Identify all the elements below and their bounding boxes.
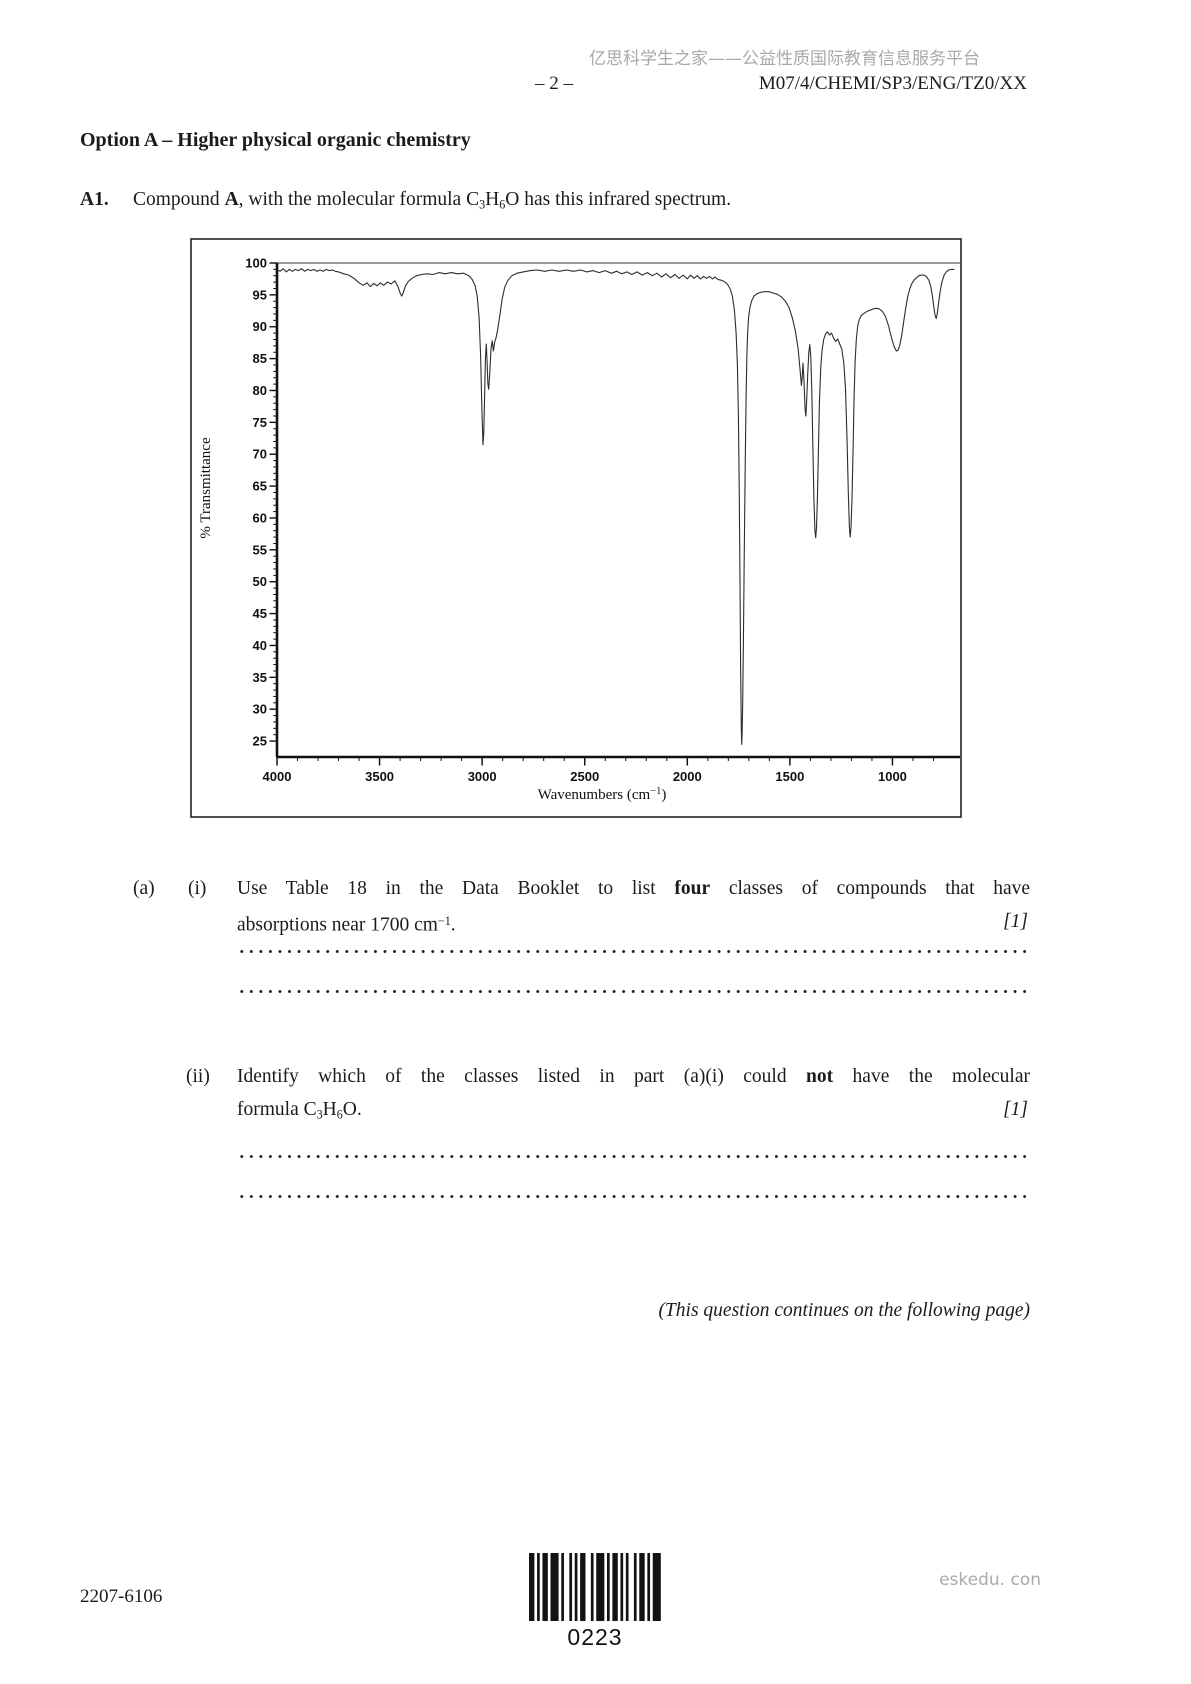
- barcode-text: 0223: [567, 1624, 623, 1650]
- y-tick-label: 30: [253, 702, 267, 717]
- barcode-bar: [625, 1553, 629, 1621]
- figure-frame: [190, 238, 962, 818]
- text-segment: O.: [342, 1099, 362, 1120]
- barcode-bar: [620, 1553, 624, 1621]
- text-segment: 3: [479, 197, 486, 212]
- part-a-i-text: Use Table 18 in the Data Booklet to list…: [237, 872, 1030, 941]
- text-segment: H: [322, 1099, 337, 1120]
- text-segment: −1: [437, 914, 451, 928]
- text-segment: classes of compounds that have: [710, 878, 1031, 899]
- y-tick-label: 40: [253, 638, 267, 653]
- barcode-bar: [612, 1553, 618, 1621]
- text-segment: Compound: [133, 189, 225, 210]
- text-segment: H: [485, 189, 500, 210]
- part-a-ii-label: (ii): [186, 1066, 210, 1087]
- header-watermark-cn: 亿思科学生之家——公益性质国际教育信息服务平台: [589, 49, 980, 69]
- barcode: [529, 1553, 661, 1621]
- x-axis-title: Wavenumbers (cm−1): [538, 786, 667, 803]
- text-segment: 6: [336, 1107, 343, 1122]
- answer-line[interactable]: [237, 1153, 1030, 1160]
- text-segment: Identify which of the classes listed in …: [237, 1066, 807, 1087]
- text-segment: 6: [499, 197, 506, 212]
- continuation-note: (This question continues on the followin…: [658, 1300, 1030, 1321]
- text-segment: have the molecular: [833, 1066, 1030, 1087]
- barcode-bar: [647, 1553, 651, 1621]
- footer-doc-code: 2207-6106: [80, 1586, 163, 1607]
- text-segment: , with the molecular formula C: [238, 189, 480, 210]
- y-tick-label: 90: [253, 319, 267, 334]
- part-a-i-label: (i): [188, 878, 207, 899]
- barcode-bar: [529, 1553, 535, 1621]
- answer-line[interactable]: [237, 948, 1030, 955]
- barcode-bar: [590, 1553, 594, 1621]
- part-a-ii-line1: Identify which of the classes listed in …: [237, 1060, 1030, 1093]
- barcode-bar: [639, 1553, 645, 1621]
- y-tick-label: 50: [253, 574, 267, 589]
- text-segment: formula C: [237, 1099, 317, 1120]
- ir-spectrum-figure: 100 95 90 85 80 75 70 65 60 55 50 45 40 35 30 25 4000 350…: [190, 238, 962, 818]
- barcode-bar: [596, 1553, 605, 1621]
- footer-watermark-site: eskedu. con: [939, 1570, 1041, 1590]
- text-segment: four: [674, 878, 711, 899]
- y-tick-label: 85: [253, 351, 267, 366]
- answer-line[interactable]: [237, 1193, 1030, 1200]
- part-a-i-marks: [1]: [1003, 911, 1028, 932]
- x-tick-label: 3000: [468, 769, 497, 784]
- part-a-ii-line2: formula C3H6O.: [237, 1093, 1030, 1131]
- barcode-bar: [574, 1553, 578, 1621]
- barcode-bar: [652, 1553, 661, 1621]
- y-axis-title: % Transmittance: [198, 437, 214, 539]
- y-tick-label: 100: [245, 256, 267, 271]
- x-tick-label: 1500: [775, 769, 804, 784]
- y-tick-label: 35: [253, 670, 267, 685]
- barcode-bar: [633, 1553, 637, 1621]
- text-segment: Use Table 18 in the Data Booklet to list: [237, 878, 675, 899]
- barcode-bar: [561, 1553, 564, 1621]
- y-tick-label: 25: [253, 734, 267, 749]
- y-tick-label: 65: [253, 479, 267, 494]
- text-segment: not: [806, 1066, 834, 1087]
- barcode-bar: [607, 1553, 610, 1621]
- y-tick-label: 80: [253, 383, 267, 398]
- text-segment: 3: [316, 1107, 323, 1122]
- y-tick-label: 95: [253, 287, 267, 302]
- question-intro: Compound A, with the molecular formula C…: [133, 183, 731, 221]
- part-a-label: (a): [133, 878, 155, 899]
- text-segment: A: [224, 189, 239, 210]
- x-tick-label: 2500: [570, 769, 599, 784]
- barcode-bar: [569, 1553, 573, 1621]
- y-tick-label: 55: [253, 542, 267, 557]
- part-a-ii-marks: [1]: [1003, 1099, 1028, 1120]
- x-tick-label: 1000: [878, 769, 907, 784]
- y-tick-label: 75: [253, 415, 267, 430]
- x-tick-label: 4000: [263, 769, 292, 784]
- text-segment: O has this infrared spectrum.: [505, 189, 732, 210]
- part-a-ii-text: Identify which of the classes listed in …: [237, 1060, 1030, 1131]
- text-segment: .: [450, 914, 456, 936]
- y-tick-label: 70: [253, 447, 267, 462]
- y-tick-label: 45: [253, 606, 267, 621]
- exam-code: M07/4/CHEMI/SP3/ENG/TZ0/XX: [758, 73, 1027, 94]
- answer-line[interactable]: [237, 988, 1030, 995]
- x-tick-label: 2000: [673, 769, 702, 784]
- part-a-i-line2: absorptions near 1700 cm−1.: [237, 905, 1030, 941]
- barcode-bar: [550, 1553, 559, 1621]
- page-number: – 2 –: [535, 73, 573, 94]
- barcode-bar: [542, 1553, 548, 1621]
- x-tick-label: 3500: [365, 769, 394, 784]
- barcode-bar: [537, 1553, 540, 1621]
- y-tick-label: 60: [253, 510, 267, 525]
- question-number: A1.: [80, 189, 109, 210]
- barcode-bar: [580, 1553, 586, 1621]
- text-segment: absorptions near 1700 cm: [237, 914, 438, 936]
- ir-curve: [276, 268, 955, 745]
- part-a-i-line1: Use Table 18 in the Data Booklet to list…: [237, 872, 1030, 905]
- section-title: Option A – Higher physical organic chemi…: [80, 129, 471, 151]
